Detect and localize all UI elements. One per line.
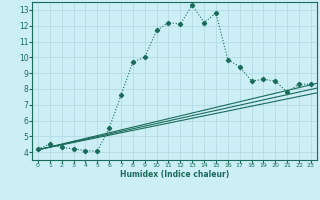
X-axis label: Humidex (Indice chaleur): Humidex (Indice chaleur) <box>120 170 229 179</box>
